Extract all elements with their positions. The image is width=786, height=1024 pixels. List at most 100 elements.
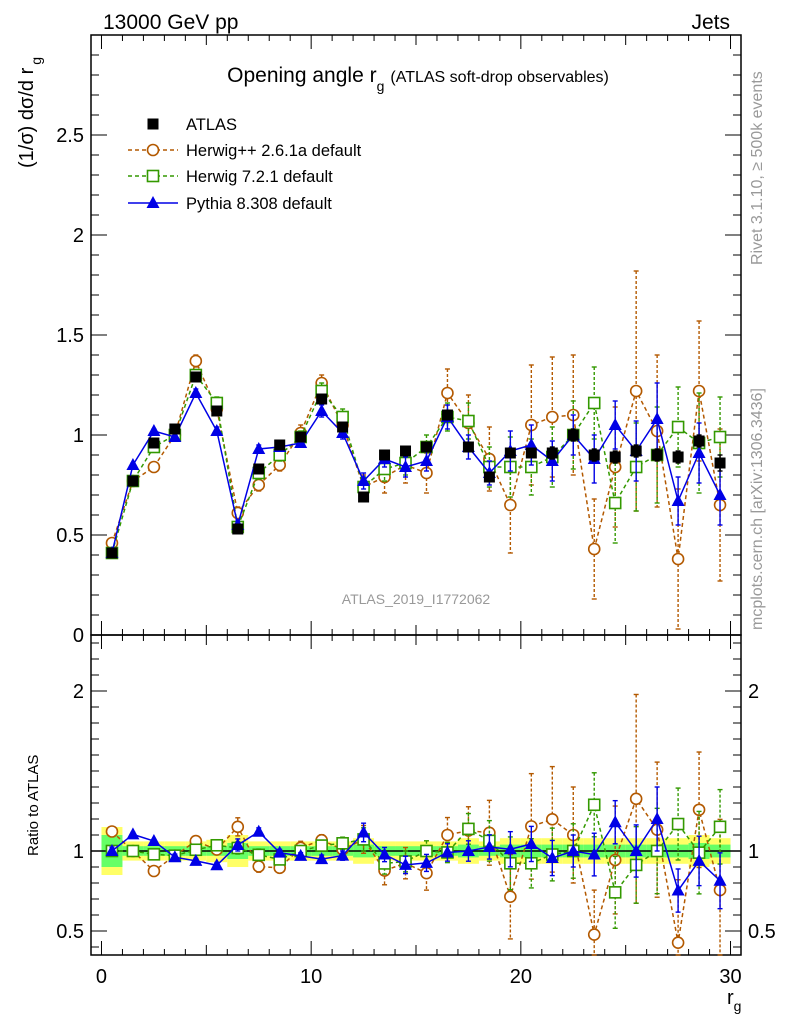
ratio-point-herwig7: [126, 844, 140, 858]
ratio-point-pythia: [105, 844, 119, 856]
ratio-point-herwigpp: [504, 890, 517, 904]
data-point-atlas: [693, 435, 705, 447]
ratio-ylabel-text: Ratio to ATLAS: [25, 755, 42, 856]
ratio-point-herwig7: [671, 817, 685, 831]
ratio-point-pythia: [545, 851, 559, 864]
data-point-atlas: [253, 463, 265, 475]
data-point-atlas: [630, 445, 642, 457]
data-point-atlas: [651, 449, 663, 461]
data-point-pythia: [608, 418, 622, 430]
data-point-atlas: [232, 523, 244, 535]
legend: ATLAS Herwig++ 2.6.1a default Herwig 7.2.1…: [128, 116, 362, 213]
rivet-version-label: Rivet 3.1.10, ≥ 500k events: [749, 71, 766, 265]
ratio-point-pythia: [273, 845, 287, 858]
svg-text:(1/σ) dσ/d rg: (1/σ) dσ/d r g: [16, 57, 44, 168]
data-point-atlas: [462, 441, 474, 453]
ratio-point-herwigpp: [147, 864, 161, 878]
data-point-pythia: [315, 404, 329, 416]
ratio-point-herwigpp: [629, 792, 643, 806]
main-ylabel: (1/σ) dσ/d r g: [16, 57, 44, 168]
ratio-point-herwig7: [336, 837, 349, 850]
data-point-pythia: [252, 442, 266, 454]
xlabel-text: r: [727, 987, 734, 1009]
ratio-point-pythia: [692, 853, 706, 866]
data-point-herwigpp: [629, 384, 643, 398]
ratio-point-herwigpp: [608, 853, 622, 867]
xlabel: rg: [727, 987, 741, 1014]
y-tick-label: 0: [73, 625, 84, 647]
data-point-pythia: [692, 446, 706, 458]
ratio-point-herwig7: [462, 822, 475, 836]
ratio-series-pythia: [105, 786, 727, 913]
ratio-point-pythia: [566, 844, 580, 856]
data-point-pythia: [147, 424, 161, 436]
ratio-point-herwigpp: [105, 825, 119, 838]
data-point-atlas: [316, 393, 328, 405]
collision-energy-label: 13000 GeV pp: [103, 11, 238, 34]
legend-marker-herwigpp: [146, 143, 160, 157]
data-point-herwigpp: [671, 552, 685, 566]
legend-marker-atlas: [147, 118, 159, 130]
series-atlas: [106, 371, 726, 559]
data-point-herwig7: [462, 414, 475, 428]
ratio-y-tick-label: 2: [73, 681, 84, 703]
data-point-atlas: [337, 421, 349, 433]
data-point-atlas: [379, 449, 391, 461]
ratio-series-herwigpp: [105, 693, 727, 956]
mcplots-text: mcplots.cern.ch [arXiv:1306.3436]: [749, 388, 766, 630]
data-point-pythia: [650, 412, 664, 424]
data-point-pythia: [545, 454, 559, 466]
data-point-atlas: [420, 441, 432, 453]
data-point-atlas: [588, 449, 600, 461]
plot-title-main: Opening angle r: [227, 64, 376, 87]
data-point-atlas: [148, 437, 160, 449]
data-point-herwigpp: [147, 460, 161, 474]
ratio-y-tick-label-right: 0.5: [748, 921, 776, 943]
rivet-version-text: Rivet 3.1.10, ≥ 500k events: [749, 71, 766, 265]
ratio-point-pythia: [147, 834, 161, 846]
data-point-herwigpp: [692, 384, 706, 398]
data-point-pythia: [671, 494, 685, 506]
ratio-point-herwigpp: [441, 828, 454, 842]
ratio-point-herwig7: [608, 886, 622, 899]
data-point-herwig7: [713, 430, 727, 444]
ratio-point-pythia: [461, 844, 475, 856]
data-point-herwig7: [587, 396, 601, 410]
analysis-watermark: ATLAS_2019_I1772062: [342, 591, 491, 607]
x-tick-label: 20: [510, 966, 532, 988]
legend-label-atlas: ATLAS: [186, 116, 237, 134]
ratio-point-pythia: [315, 852, 329, 865]
data-point-herwigpp: [252, 478, 266, 492]
data-point-pythia: [357, 474, 371, 486]
data-point-atlas: [609, 451, 621, 463]
ratio-point-herwig7: [189, 843, 203, 857]
data-point-atlas: [525, 447, 537, 459]
ratio-y-tick-label-right: 2: [748, 681, 759, 703]
ratio-point-herwig7: [587, 798, 601, 812]
data-point-atlas: [567, 429, 579, 441]
ratio-y-tick-label: 1: [73, 841, 84, 863]
ratio-point-pythia: [357, 825, 371, 838]
data-point-atlas: [274, 439, 286, 451]
data-point-atlas: [504, 447, 516, 459]
data-point-atlas: [672, 451, 684, 463]
x-tick-label: 30: [719, 966, 741, 988]
data-point-atlas: [295, 431, 307, 443]
ratio-point-pythia: [126, 827, 140, 840]
ratio-point-herwig7: [315, 839, 328, 852]
ratio-point-herwigpp: [545, 813, 559, 826]
ratio-point-pythia: [252, 824, 266, 837]
data-point-herwig7: [336, 410, 349, 424]
data-point-herwig7: [671, 420, 685, 434]
ratio-point-herwig7: [713, 820, 727, 834]
ratio-ylabel: Ratio to ATLAS: [25, 755, 42, 856]
ratio-point-pythia: [336, 848, 350, 861]
data-point-atlas: [127, 475, 139, 487]
plot-title-paren: (ATLAS soft-drop observables): [390, 69, 608, 86]
data-point-atlas: [211, 405, 223, 417]
legend-label-herwig7: Herwig 7.2.1 default: [186, 168, 333, 186]
data-point-herwig7: [608, 496, 622, 510]
data-point-pythia: [524, 438, 538, 450]
data-point-pythia: [399, 460, 413, 472]
